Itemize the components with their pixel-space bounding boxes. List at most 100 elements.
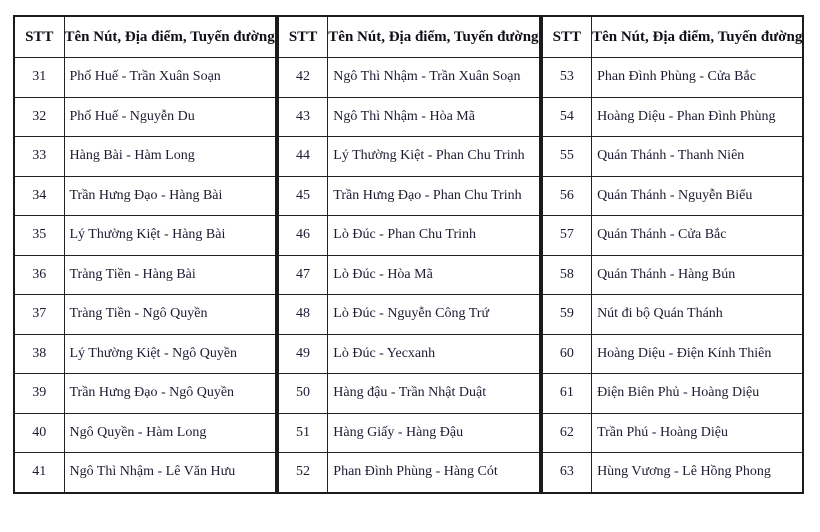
column-header-name: Tên Nút, Địa điểm, Tuyến đường — [591, 15, 804, 58]
table-row: 35 Lý Thường Kiệt - Hàng Bài — [13, 215, 277, 256]
table-row: 37 Tràng Tiền - Ngô Quyền — [13, 294, 277, 335]
node-name: Lý Thường Kiệt - Phan Chu Trinh — [327, 136, 541, 177]
row-number: 45 — [277, 175, 329, 216]
node-name: Lò Đúc - Nguyễn Công Trứ — [327, 294, 541, 335]
row-number: 59 — [541, 294, 593, 335]
node-name: Quán Thánh - Nguyễn Biểu — [591, 175, 804, 216]
table-row: 38 Lý Thường Kiệt - Ngô Quyền — [13, 333, 277, 374]
node-name: Phan Đình Phùng - Cửa Bắc — [591, 57, 804, 98]
node-name: Tràng Tiền - Hàng Bài — [63, 254, 277, 295]
table-row: 44 Lý Thường Kiệt - Phan Chu Trinh — [277, 136, 541, 177]
row-number: 33 — [13, 136, 65, 177]
table-row: 48 Lò Đúc - Nguyễn Công Trứ — [277, 294, 541, 335]
table-row: 41 Ngô Thì Nhậm - Lê Văn Hưu — [13, 452, 277, 493]
row-number: 43 — [277, 96, 329, 137]
node-name: Quán Thánh - Hàng Bún — [591, 254, 804, 295]
node-name: Tràng Tiền - Ngô Quyền — [63, 294, 277, 335]
row-number: 39 — [13, 373, 65, 414]
table-row: 55 Quán Thánh - Thanh Niên — [541, 136, 804, 177]
row-number: 42 — [277, 57, 329, 98]
node-name: Phố Huế - Nguyễn Du — [63, 96, 277, 137]
table-row: 34 Trần Hưng Đạo - Hàng Bài — [13, 175, 277, 216]
node-name: Nút đi bộ Quán Thánh — [591, 294, 804, 335]
node-name: Lý Thường Kiệt - Ngô Quyền — [63, 333, 277, 374]
table-row: 52 Phan Đình Phùng - Hàng Cót — [277, 452, 541, 493]
row-number: 44 — [277, 136, 329, 177]
table-row: 63 Hùng Vương - Lê Hồng Phong — [541, 452, 804, 493]
node-name: Lý Thường Kiệt - Hàng Bài — [63, 215, 277, 256]
table-row: 31 Phố Huế - Trần Xuân Soạn — [13, 57, 277, 98]
row-number: 56 — [541, 175, 593, 216]
row-number: 48 — [277, 294, 329, 335]
node-name: Quán Thánh - Thanh Niên — [591, 136, 804, 177]
column-header-stt: STT — [541, 15, 593, 58]
row-number: 61 — [541, 373, 593, 414]
table-row: 60 Hoàng Diệu - Điện Kính Thiên — [541, 333, 804, 374]
table-row: 57 Quán Thánh - Cửa Bắc — [541, 215, 804, 256]
row-number: 35 — [13, 215, 65, 256]
node-name: Hàng Giấy - Hàng Đậu — [327, 412, 541, 453]
row-number: 31 — [13, 57, 65, 98]
node-table-group-1: STT Tên Nút, Địa điểm, Tuyến đường 31 Phố… — [13, 15, 277, 494]
column-header-name: Tên Nút, Địa điểm, Tuyến đường — [63, 15, 277, 58]
row-number: 49 — [277, 333, 329, 374]
row-number: 58 — [541, 254, 593, 295]
row-number: 38 — [13, 333, 65, 374]
node-table-group-3: STT Tên Nút, Địa điểm, Tuyến đường 53 Pha… — [540, 15, 805, 494]
row-number: 36 — [13, 254, 65, 295]
table-row: 43 Ngô Thì Nhậm - Hòa Mã — [277, 96, 541, 137]
row-number: 32 — [13, 96, 65, 137]
node-name: Trần Hưng Đạo - Phan Chu Trinh — [327, 175, 541, 216]
row-number: 40 — [13, 412, 65, 453]
row-number: 46 — [277, 215, 329, 256]
row-number: 60 — [541, 333, 593, 374]
row-number: 37 — [13, 294, 65, 335]
header-row: STT Tên Nút, Địa điểm, Tuyến đường — [13, 15, 277, 58]
node-name: Điện Biên Phủ - Hoàng Diệu — [591, 373, 804, 414]
column-header-stt: STT — [13, 15, 65, 58]
table-row: 51 Hàng Giấy - Hàng Đậu — [277, 412, 541, 453]
column-header-stt: STT — [277, 15, 329, 58]
table-row: 49 Lò Đúc - Yecxanh — [277, 333, 541, 374]
table-row: 61 Điện Biên Phủ - Hoàng Diệu — [541, 373, 804, 414]
table-row: 50 Hàng đậu - Trần Nhật Duật — [277, 373, 541, 414]
node-name: Trần Phú - Hoàng Diệu — [591, 412, 804, 453]
node-name: Phố Huế - Trần Xuân Soạn — [63, 57, 277, 98]
node-name: Lò Đúc - Yecxanh — [327, 333, 541, 374]
node-name: Phan Đình Phùng - Hàng Cót — [327, 452, 541, 493]
header-row: STT Tên Nút, Địa điểm, Tuyến đường — [277, 15, 541, 58]
table-row: 32 Phố Huế - Nguyễn Du — [13, 96, 277, 137]
table-row: 59 Nút đi bộ Quán Thánh — [541, 294, 804, 335]
node-name: Hoàng Diệu - Điện Kính Thiên — [591, 333, 804, 374]
table-row: 47 Lò Đúc - Hòa Mã — [277, 254, 541, 295]
node-name: Hoàng Diệu - Phan Đình Phùng — [591, 96, 804, 137]
row-number: 62 — [541, 412, 593, 453]
table-row: 62 Trần Phú - Hoàng Diệu — [541, 412, 804, 453]
node-name: Lò Đúc - Hòa Mã — [327, 254, 541, 295]
node-name: Quán Thánh - Cửa Bắc — [591, 215, 804, 256]
table-row: 46 Lò Đúc - Phan Chu Trinh — [277, 215, 541, 256]
table-row: 54 Hoàng Diệu - Phan Đình Phùng — [541, 96, 804, 137]
node-name: Hàng đậu - Trần Nhật Duật — [327, 373, 541, 414]
row-number: 57 — [541, 215, 593, 256]
table-row: 56 Quán Thánh - Nguyễn Biểu — [541, 175, 804, 216]
node-name: Ngô Thì Nhậm - Trần Xuân Soạn — [327, 57, 541, 98]
node-name: Ngô Quyền - Hàm Long — [63, 412, 277, 453]
table-row: 58 Quán Thánh - Hàng Bún — [541, 254, 804, 295]
table-row: 42 Ngô Thì Nhậm - Trần Xuân Soạn — [277, 57, 541, 98]
node-name: Ngô Thì Nhậm - Lê Văn Hưu — [63, 452, 277, 493]
row-number: 50 — [277, 373, 329, 414]
table-row: 39 Trần Hưng Đạo - Ngô Quyền — [13, 373, 277, 414]
node-name: Trần Hưng Đạo - Ngô Quyền — [63, 373, 277, 414]
row-number: 55 — [541, 136, 593, 177]
table-row: 33 Hàng Bài - Hàm Long — [13, 136, 277, 177]
row-number: 34 — [13, 175, 65, 216]
traffic-node-tables: STT Tên Nút, Địa điểm, Tuyến đường 31 Phố… — [13, 15, 805, 494]
node-name: Hàng Bài - Hàm Long — [63, 136, 277, 177]
node-name: Trần Hưng Đạo - Hàng Bài — [63, 175, 277, 216]
row-number: 63 — [541, 452, 593, 493]
row-number: 47 — [277, 254, 329, 295]
column-header-name: Tên Nút, Địa điểm, Tuyến đường — [327, 15, 541, 58]
row-number: 52 — [277, 452, 329, 493]
